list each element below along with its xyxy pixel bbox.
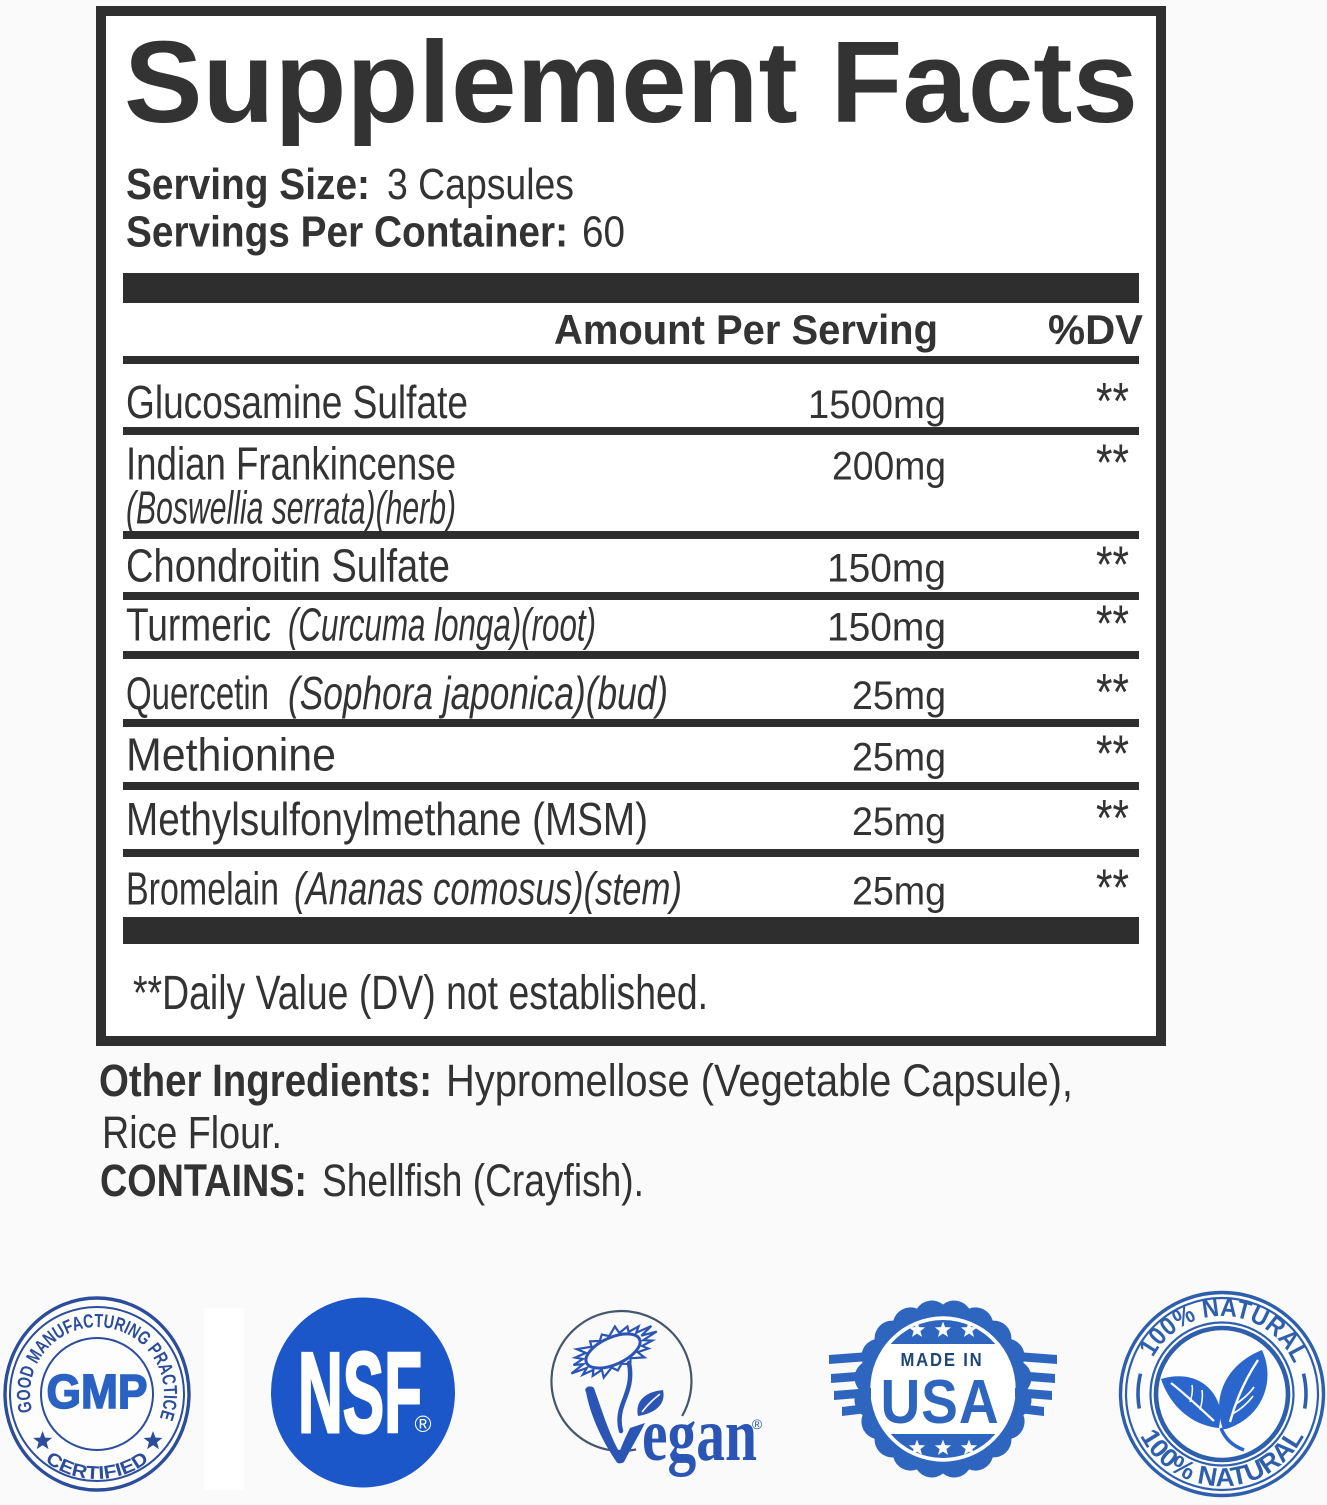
svg-text:Hypromellose (Vegetable Capsul: Hypromellose (Vegetable Capsule),	[446, 1055, 1073, 1106]
svg-text:MADE IN: MADE IN	[901, 1349, 984, 1370]
svg-text:Bromelain: Bromelain	[126, 863, 279, 915]
svg-text:60: 60	[582, 208, 625, 257]
svg-text:GMP: GMP	[47, 1366, 148, 1419]
svg-text:**: **	[1096, 664, 1129, 722]
svg-text:25mg: 25mg	[852, 870, 946, 914]
svg-text:%DV: %DV	[1048, 306, 1143, 353]
svg-text:200mg: 200mg	[832, 445, 946, 489]
svg-text:Glucosamine Sulfate: Glucosamine Sulfate	[126, 376, 468, 428]
svg-text:25mg: 25mg	[852, 674, 946, 718]
svg-text:150mg: 150mg	[827, 547, 946, 591]
svg-text:150mg: 150mg	[827, 606, 946, 650]
svg-text:Other Ingredients:: Other Ingredients:	[99, 1055, 432, 1106]
svg-text:Quercetin: Quercetin	[126, 667, 269, 719]
svg-text:**: **	[1096, 860, 1129, 918]
svg-text:egan: egan	[642, 1393, 757, 1477]
svg-text:USA: USA	[881, 1368, 1000, 1437]
svg-text:(Boswellia serrata)(herb): (Boswellia serrata)(herb)	[126, 481, 456, 533]
svg-text:Turmeric: Turmeric	[126, 599, 271, 651]
svg-text:Methylsulfonylmethane (MSM): Methylsulfonylmethane (MSM)	[126, 793, 648, 845]
svg-text:Supplement Facts: Supplement Facts	[124, 17, 1138, 147]
svg-text:**: **	[1096, 537, 1129, 595]
svg-text:®: ®	[415, 1411, 432, 1437]
svg-text:Rice Flour.: Rice Flour.	[102, 1107, 282, 1158]
svg-text:**: **	[1096, 435, 1129, 493]
svg-text:CONTAINS:: CONTAINS:	[100, 1155, 307, 1206]
svg-text:®: ®	[752, 1416, 763, 1432]
svg-text:1500mg: 1500mg	[808, 383, 946, 427]
svg-text:NSF: NSF	[298, 1330, 422, 1457]
svg-text:(Curcuma longa)(root): (Curcuma longa)(root)	[288, 599, 596, 651]
svg-text:3 Capsules: 3 Capsules	[387, 160, 574, 209]
svg-text:25mg: 25mg	[852, 736, 946, 780]
svg-text:Shellfish (Crayfish).: Shellfish (Crayfish).	[322, 1155, 644, 1206]
svg-text:Serving Size:: Serving Size:	[126, 160, 370, 209]
svg-text:Amount Per Serving: Amount Per Serving	[554, 306, 938, 353]
svg-text:Methionine: Methionine	[126, 729, 336, 781]
svg-text:**: **	[1096, 596, 1129, 654]
svg-text:Chondroitin Sulfate: Chondroitin Sulfate	[126, 540, 450, 592]
svg-text:Servings Per Container:: Servings Per Container:	[126, 208, 568, 257]
svg-text:(Sophora japonica)(bud): (Sophora japonica)(bud)	[288, 667, 668, 719]
svg-text:**: **	[1096, 790, 1129, 848]
svg-text:Indian Frankincense: Indian Frankincense	[126, 438, 456, 490]
svg-text:**: **	[1096, 373, 1129, 431]
svg-text:**: **	[1096, 726, 1129, 784]
svg-text:**Daily Value (DV) not establi: **Daily Value (DV) not established.	[133, 967, 708, 1020]
svg-text:25mg: 25mg	[852, 800, 946, 844]
svg-text:(Ananas comosus)(stem): (Ananas comosus)(stem)	[294, 863, 682, 915]
